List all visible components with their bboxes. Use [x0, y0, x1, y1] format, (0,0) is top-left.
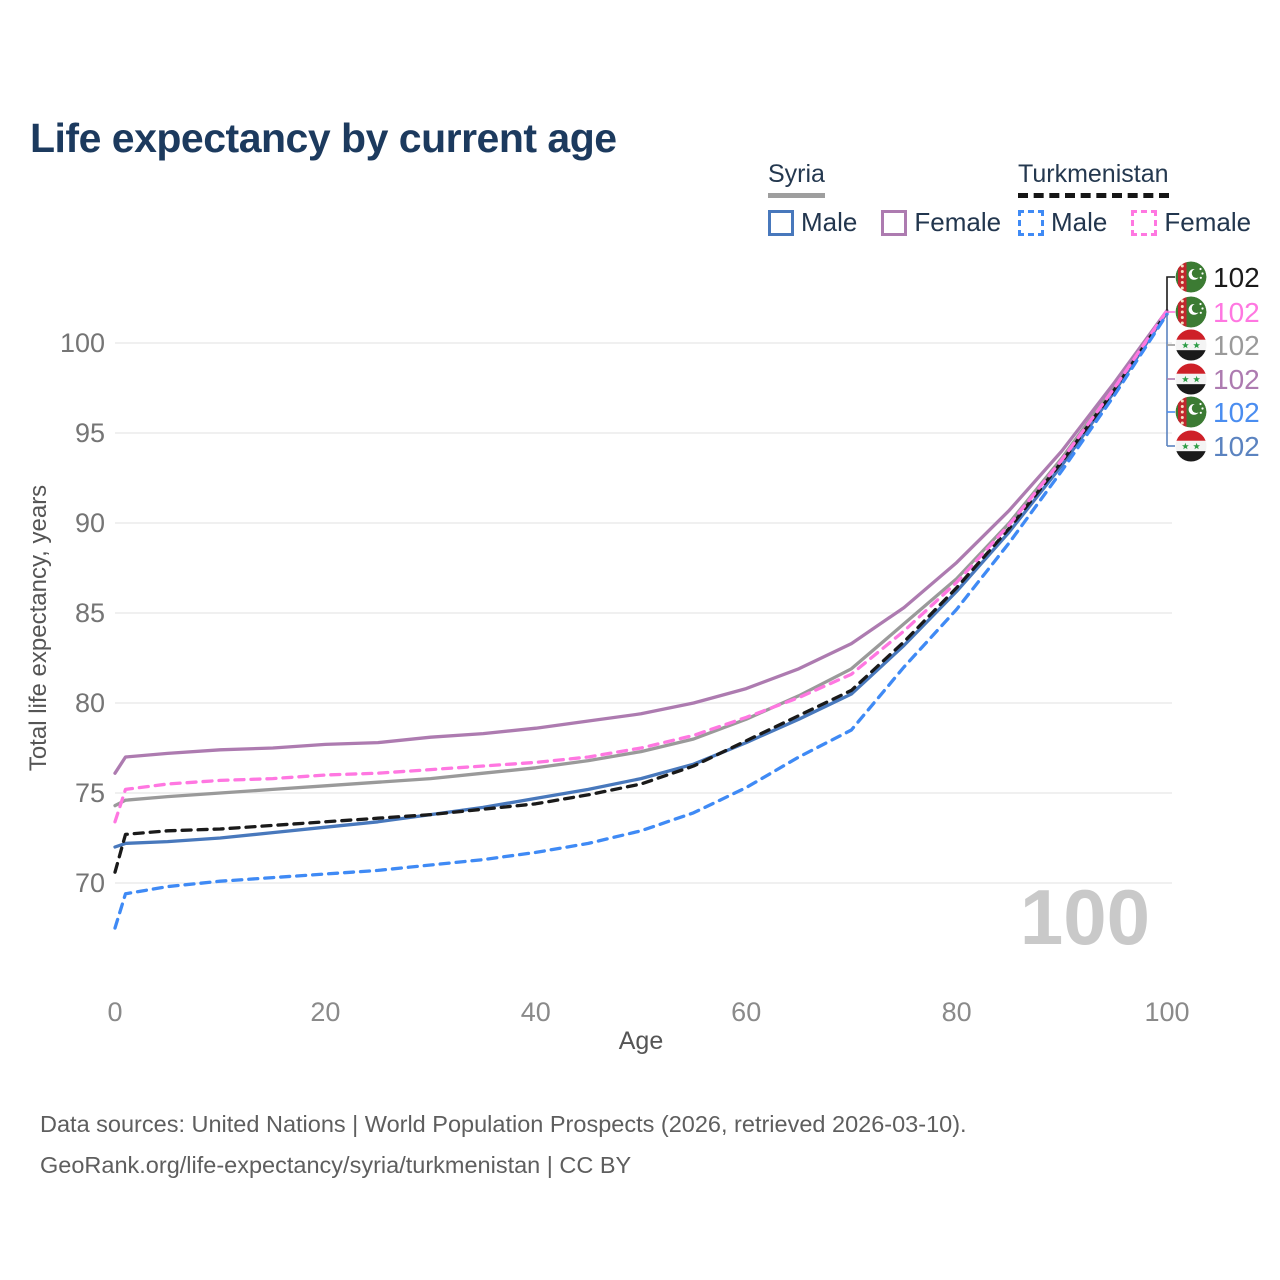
x-tick-label: 20 [310, 997, 340, 1027]
y-tick-label: 85 [75, 598, 105, 628]
legend-group-syria: Syria Male Female [768, 160, 1025, 238]
flag-icon-syria [1175, 430, 1207, 462]
legend-title-turkmenistan: Turkmenistan [1018, 160, 1169, 198]
legend-title-syria: Syria [768, 160, 825, 198]
data-sources-text: Data sources: United Nations | World Pop… [40, 1111, 967, 1137]
x-tick-label: 100 [1144, 997, 1189, 1027]
legend-label: Female [914, 207, 1002, 237]
end-value-label-turkmenistan: 102 [1213, 397, 1260, 428]
legend-label: Male [1051, 207, 1108, 237]
y-tick-label: 90 [75, 508, 105, 538]
flag-icon-turkmenistan [1175, 296, 1207, 328]
footer: Data sources: United Nations | World Pop… [40, 1104, 967, 1186]
end-value-label-syria: 102 [1213, 330, 1260, 361]
turkmenistan-female-swatch [1131, 209, 1158, 236]
series-line-turkmenistan-female[interactable] [113, 308, 1169, 824]
y-tick-label: 95 [75, 418, 105, 448]
series-line-syria-total[interactable] [113, 310, 1169, 808]
y-tick-label: 100 [60, 328, 105, 358]
syria-female-swatch [881, 209, 908, 236]
flag-icon-turkmenistan [1175, 261, 1207, 293]
legend-item-syria-male[interactable]: Male [768, 207, 857, 238]
legend-group-turkmenistan: Turkmenistan Male Female [1018, 160, 1275, 238]
end-value-label-turkmenistan: 102 [1213, 297, 1260, 328]
source-url-text[interactable]: GeoRank.org/life-expectancy/syria/turkme… [40, 1152, 632, 1178]
legend-item-turkmenistan-male[interactable]: Male [1018, 207, 1107, 238]
x-tick-label: 80 [942, 997, 972, 1027]
legend-item-turkmenistan-female[interactable]: Female [1131, 207, 1251, 238]
series-line-turkmenistan-male[interactable] [113, 312, 1169, 930]
legend-label: Male [801, 207, 858, 237]
age-counter-watermark: 100 [1019, 873, 1151, 961]
turkmenistan-male-swatch [1018, 209, 1044, 236]
series-line-syria-male[interactable] [113, 310, 1169, 849]
x-tick-label: 0 [107, 997, 122, 1027]
y-tick-label: 75 [75, 778, 105, 808]
end-value-label-syria: 102 [1213, 431, 1260, 462]
series-line-syria-female[interactable] [113, 308, 1169, 775]
y-tick-label: 70 [75, 868, 105, 898]
end-value-label-turkmenistan: 102 [1213, 262, 1260, 293]
x-tick-label: 40 [521, 997, 551, 1027]
y-axis-title: Total life expectancy, years [25, 485, 52, 771]
syria-male-swatch [768, 209, 794, 236]
page-title: Life expectancy by current age [30, 115, 617, 162]
series-line-turkmenistan-total[interactable] [113, 310, 1169, 874]
y-tick-label: 80 [75, 688, 105, 718]
end-value-label-syria: 102 [1213, 364, 1260, 395]
x-tick-label: 60 [731, 997, 761, 1027]
flag-icon-syria [1175, 329, 1207, 361]
flag-icon-syria [1175, 363, 1207, 395]
x-axis-title: Age [619, 1027, 663, 1055]
legend-item-syria-female[interactable]: Female [881, 207, 1001, 238]
flag-icon-turkmenistan [1175, 396, 1207, 428]
leader-line-top [1166, 276, 1175, 311]
legend-label: Female [1164, 207, 1252, 237]
